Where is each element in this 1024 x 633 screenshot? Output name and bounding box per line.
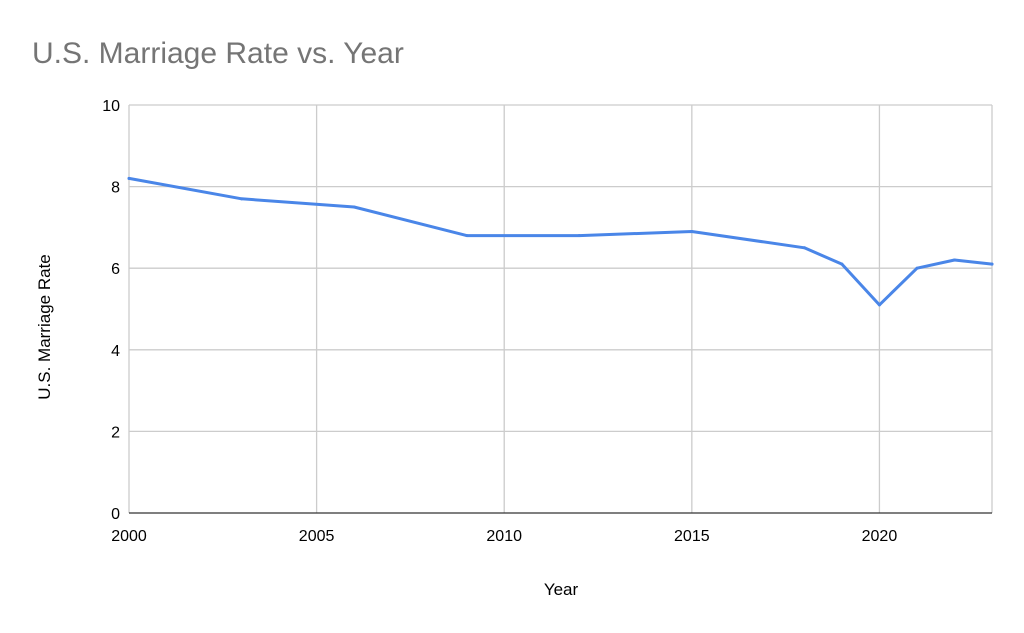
x-tick-label: 2005 <box>299 528 335 545</box>
data-point <box>577 234 581 238</box>
data-point <box>352 205 356 209</box>
data-point <box>915 266 919 270</box>
x-tick-label: 2010 <box>486 528 522 545</box>
series-layer <box>127 176 994 307</box>
grid <box>128 104 993 514</box>
x-tick-label: 2000 <box>111 528 147 545</box>
y-axis-label: U.S. Marriage Rate <box>35 254 54 400</box>
tick-labels: 0 2 4 6 8 10 2000 2005 2010 2015 2020 <box>102 98 897 545</box>
data-point <box>465 234 469 238</box>
series-line <box>127 176 994 307</box>
x-tick-label: 2020 <box>862 528 898 545</box>
data-point <box>127 176 131 180</box>
data-point <box>690 229 694 233</box>
chart-title: U.S. Marriage Rate vs. Year <box>32 37 404 70</box>
y-tick-label: 4 <box>111 343 120 360</box>
x-axis-label: Year <box>544 580 579 599</box>
x-tick-label: 2015 <box>674 528 710 545</box>
data-point <box>990 262 994 266</box>
y-tick-label: 10 <box>102 98 120 115</box>
y-tick-label: 8 <box>111 180 120 197</box>
y-tick-label: 2 <box>111 424 120 441</box>
data-point <box>840 262 844 266</box>
data-point <box>877 303 881 307</box>
data-point <box>240 197 244 201</box>
y-tick-label: 0 <box>111 506 120 523</box>
data-point <box>802 246 806 250</box>
y-tick-label: 6 <box>111 261 120 278</box>
data-point <box>952 258 956 262</box>
